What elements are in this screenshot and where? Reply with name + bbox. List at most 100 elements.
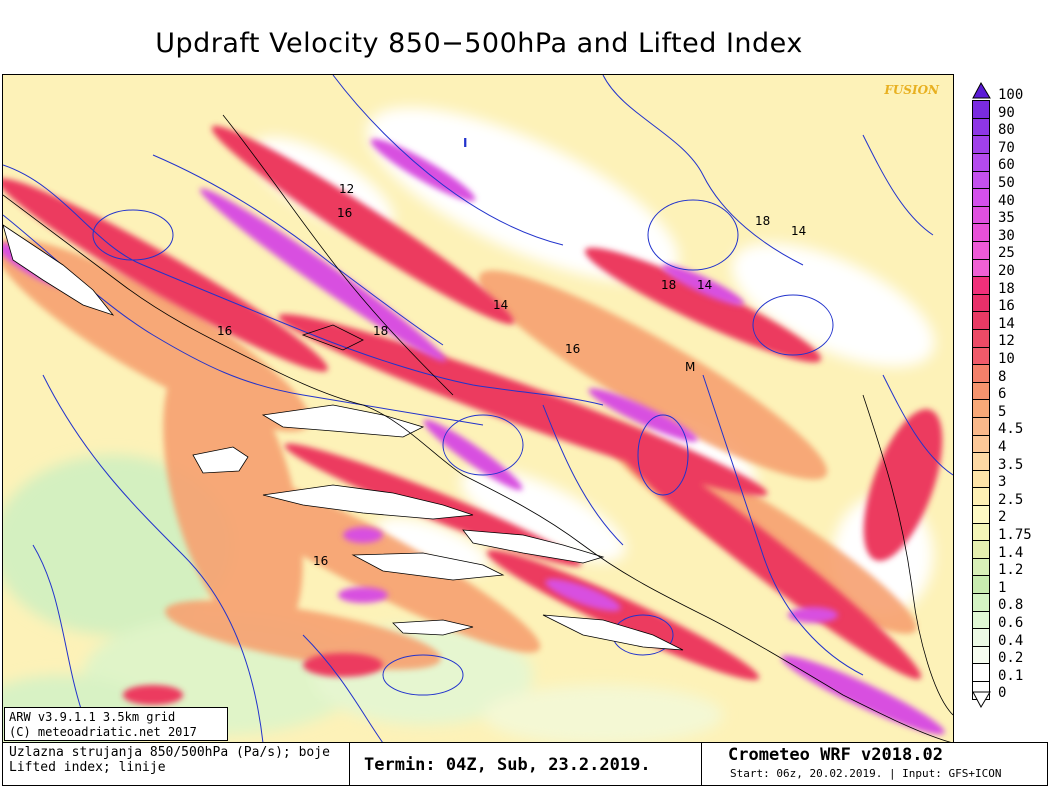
forecast-map: 12 16 18 14 14 18 14 16 18 16 16 M I FUS… (2, 74, 954, 744)
scale-swatch (972, 540, 990, 559)
scale-label: 50 (998, 175, 1015, 191)
scale-label: 1.75 (998, 527, 1032, 543)
scale-top-arrow (972, 82, 991, 99)
scale-label: 8 (998, 368, 1007, 385)
scale-label: 60 (998, 157, 1015, 174)
contour-label: 16 (313, 554, 328, 568)
scale-label: 0 (998, 685, 1007, 702)
scale-swatch (972, 469, 990, 489)
scale-label: 20 (998, 263, 1015, 279)
contour-label: 18 (661, 278, 676, 292)
scale-swatch (972, 610, 990, 630)
scale-label: 1 (998, 579, 1007, 596)
scale-label: 0.8 (998, 597, 1024, 614)
footer-panel: Uzlazna strujanja 850/500hPa (Pa/s); boj… (2, 742, 1048, 786)
colors-description: Uzlazna strujanja 850/500hPa (Pa/s); boj… (9, 745, 330, 760)
fusion-watermark: FUSION (884, 83, 939, 97)
chart-title: Updraft Velocity 850−500hPa and Lifted I… (155, 28, 803, 59)
scale-label: 90 (998, 104, 1015, 121)
color-scale-legend: 100 90 80 70 60 50 40 35 30 25 20 18 16 14 12 10 8 6 5 4.5 4… (972, 82, 1050, 718)
scale-swatch (972, 645, 990, 665)
scale-swatch (972, 293, 990, 313)
scale-label: 18 (998, 280, 1015, 297)
scale-swatch (972, 487, 990, 506)
scale-swatch (972, 505, 990, 524)
scale-label: 6 (998, 386, 1007, 403)
scale-swatch (972, 170, 990, 190)
scale-swatch (972, 258, 990, 278)
coastlines (3, 224, 684, 651)
scale-swatch (972, 276, 990, 295)
scale-swatch (972, 135, 990, 154)
model-brand: Crometeo WRF v2018.02 (728, 745, 943, 765)
scale-swatch (972, 575, 990, 594)
scale-swatch (972, 434, 990, 454)
scale-swatch (972, 223, 990, 242)
scale-swatch (972, 663, 990, 682)
scale-label: 10 (998, 351, 1015, 367)
footer-description: Uzlazna strujanja 850/500hPa (Pa/s); boj… (3, 743, 349, 785)
scale-label: 0.4 (998, 632, 1024, 649)
copyright-line: (C) meteoadriatic.net 2017 (9, 725, 197, 739)
scale-label: 2.5 (998, 491, 1024, 508)
scale-label: 35 (998, 210, 1015, 227)
scale-label: 2 (998, 509, 1007, 526)
scale-label: 80 (998, 122, 1015, 139)
scale-swatch (972, 522, 990, 542)
map-canvas: 12 16 18 14 14 18 14 16 18 16 16 M I (3, 75, 953, 743)
contour-label: 14 (791, 224, 806, 238)
scale-label: 4.5 (998, 421, 1024, 438)
contour-labels: 12 16 18 14 14 18 14 16 18 16 16 M I (217, 136, 806, 568)
contour-label: 16 (337, 206, 352, 220)
lifted-index-contours (3, 75, 953, 743)
contour-label: 12 (339, 182, 354, 196)
scale-label: 5 (998, 403, 1007, 420)
scale-label: 16 (998, 298, 1015, 315)
scale-label: 3 (998, 474, 1007, 491)
scale-label: 30 (998, 227, 1015, 244)
scale-label: 40 (998, 192, 1015, 209)
scale-swatch (972, 628, 990, 647)
scale-swatch (972, 452, 990, 471)
contour-label: 14 (697, 278, 712, 292)
scale-label: 1.2 (998, 562, 1024, 579)
field-magenta-cores (3, 138, 945, 735)
contour-label: M (685, 360, 695, 374)
scale-swatch (972, 417, 990, 436)
scale-swatch (972, 593, 990, 612)
scale-swatch (972, 100, 990, 119)
scale-bottom-arrow (972, 691, 991, 709)
scale-swatch (972, 241, 990, 260)
scale-label: 0.6 (998, 615, 1024, 631)
scale-swatch (972, 311, 990, 330)
contour-label: 14 (493, 298, 508, 312)
scale-swatch (972, 346, 990, 366)
scale-label: 14 (998, 315, 1015, 332)
scale-label: 0.1 (998, 667, 1024, 684)
scale-label: 0.2 (998, 650, 1024, 667)
forecast-time: Termin: 04Z, Sub, 23.2.2019. (349, 743, 701, 785)
scale-label: 100 (998, 87, 1024, 103)
model-info-line: ARW v3.9.1.1 3.5km grid (9, 710, 176, 724)
scale-swatch (972, 557, 990, 577)
scale-label: 12 (998, 333, 1015, 350)
model-start: Start: 06z, 20.02.2019. | Input: GFS+ICO… (730, 767, 1002, 780)
scale-label: 4 (998, 439, 1007, 455)
scale-label: 3.5 (998, 456, 1024, 473)
scale-swatch (972, 153, 990, 172)
model-info: Crometeo WRF v2018.02 Start: 06z, 20.02.… (701, 743, 1047, 785)
scale-swatch (972, 205, 990, 225)
scale-label: 25 (998, 245, 1015, 262)
scale-swatch (972, 117, 990, 137)
contour-label: 16 (565, 342, 580, 356)
contour-label: 18 (755, 214, 770, 228)
scale-swatch (972, 329, 990, 348)
lines-description: Lifted index; linije (9, 760, 166, 775)
mainland-coast (3, 114, 953, 743)
contour-label: 18 (373, 324, 388, 338)
scale-swatch (972, 364, 990, 383)
scale-label: 70 (998, 139, 1015, 156)
scale-label: 1.4 (998, 544, 1024, 561)
contour-label: 16 (217, 324, 232, 338)
scale-swatch (972, 399, 990, 418)
